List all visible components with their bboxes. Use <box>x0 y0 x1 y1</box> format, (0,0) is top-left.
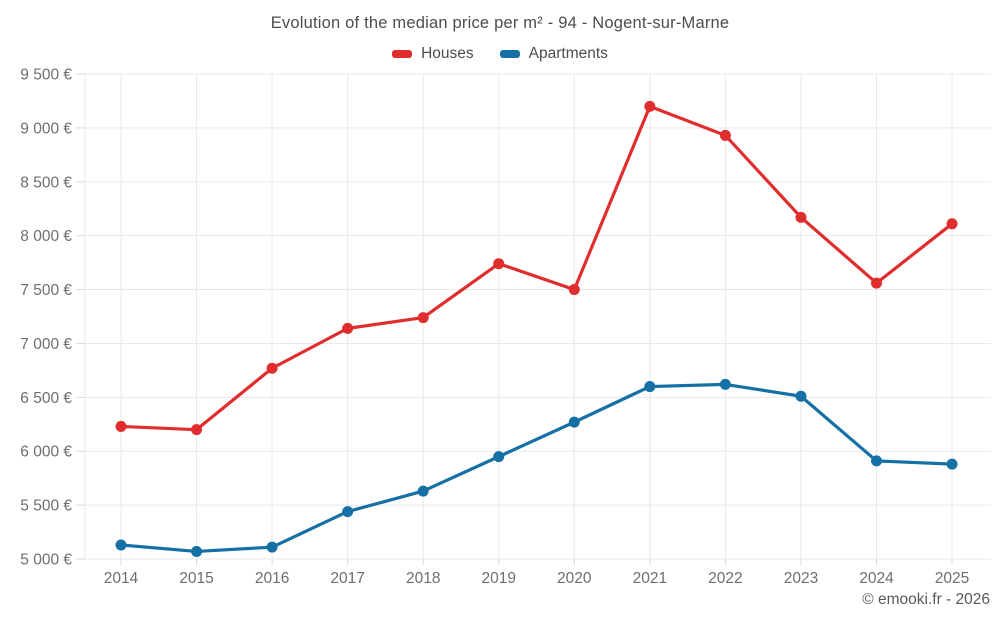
chart-title: Evolution of the median price per m² - 9… <box>270 14 730 32</box>
data-point-apartments-2014[interactable] <box>115 539 127 551</box>
data-point-apartments-2018[interactable] <box>417 485 429 497</box>
legend-marker-apartments <box>499 50 520 58</box>
x-axis-label: 2023 <box>784 570 818 587</box>
x-axis-label: 2020 <box>557 570 592 587</box>
x-axis-label: 2022 <box>708 570 742 587</box>
data-point-houses-2021[interactable] <box>644 100 656 112</box>
y-axis-label: 6 500 € <box>20 390 72 407</box>
y-axis-label: 6 000 € <box>20 444 72 461</box>
y-axis-label: 5 500 € <box>20 498 72 515</box>
data-point-apartments-2021[interactable] <box>644 381 656 393</box>
data-point-apartments-2020[interactable] <box>568 416 580 428</box>
x-axis-label: 2015 <box>179 570 213 587</box>
legend-item-apartments[interactable]: Apartments <box>499 45 608 63</box>
data-point-houses-2015[interactable] <box>191 424 203 436</box>
data-point-houses-2024[interactable] <box>871 277 882 289</box>
data-point-apartments-2017[interactable] <box>342 506 354 518</box>
data-point-apartments-2019[interactable] <box>493 451 505 463</box>
y-axis-label: 9 500 € <box>20 67 72 84</box>
data-point-apartments-2025[interactable] <box>946 458 958 470</box>
data-point-houses-2023[interactable] <box>795 211 807 223</box>
legend-label-apartments: Apartments <box>528 45 608 62</box>
y-axis-label: 9 000 € <box>20 120 72 137</box>
series-line-houses <box>119 104 954 432</box>
x-axis-label: 2016 <box>255 570 289 587</box>
data-point-houses-2014[interactable] <box>115 420 127 432</box>
x-axis-label: 2019 <box>482 570 516 587</box>
y-axis-label: 8 000 € <box>20 228 72 245</box>
data-point-houses-2019[interactable] <box>493 258 505 270</box>
y-axis-label: 7 000 € <box>20 336 72 353</box>
legend-marker-houses <box>392 50 413 58</box>
x-axis-label: 2021 <box>633 570 667 587</box>
data-point-apartments-2022[interactable] <box>719 378 731 390</box>
y-axis-label: 7 500 € <box>20 282 72 299</box>
x-axis-label: 2025 <box>935 570 969 587</box>
data-point-houses-2017[interactable] <box>342 322 354 334</box>
x-axis-label: 2024 <box>859 570 894 587</box>
x-axis-label: 2014 <box>104 570 139 587</box>
data-point-houses-2016[interactable] <box>266 362 278 374</box>
series-line-apartments <box>119 382 954 554</box>
x-axis-label: 2018 <box>406 570 440 587</box>
y-axis-label: 8 500 € <box>20 174 72 191</box>
data-point-apartments-2015[interactable] <box>191 545 203 557</box>
data-point-apartments-2023[interactable] <box>795 390 807 402</box>
data-point-apartments-2016[interactable] <box>266 541 278 553</box>
copyright: © emooki.fr - 2026 <box>862 591 990 608</box>
data-point-apartments-2024[interactable] <box>871 455 882 467</box>
data-point-houses-2025[interactable] <box>946 218 958 230</box>
data-point-houses-2018[interactable] <box>417 312 429 324</box>
x-axis-label: 2017 <box>330 570 364 587</box>
data-point-houses-2022[interactable] <box>719 129 731 141</box>
legend-label-houses: Houses <box>421 45 474 62</box>
data-point-houses-2020[interactable] <box>568 284 580 296</box>
y-axis-label: 5 000 € <box>20 552 72 569</box>
legend: Houses Apartments <box>0 45 1000 63</box>
legend-item-houses[interactable]: Houses <box>392 45 474 63</box>
